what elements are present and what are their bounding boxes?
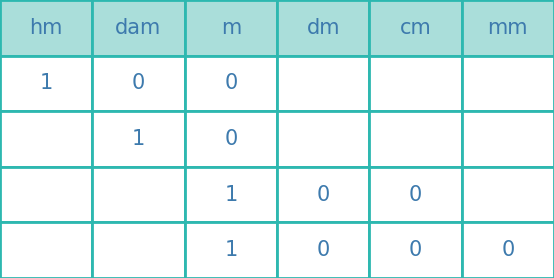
Bar [370,167,461,222]
Bar [461,111,554,167]
Bar [184,167,277,222]
Text: 1: 1 [132,129,145,149]
Text: 0: 0 [501,240,515,260]
Text: mm: mm [488,18,528,38]
Text: cm: cm [399,18,432,38]
Bar [277,111,370,167]
Text: hm: hm [29,18,63,38]
Bar [184,56,277,111]
Text: 0: 0 [224,129,238,149]
Bar [93,56,184,111]
Bar [370,0,461,56]
Text: dam: dam [115,18,162,38]
Bar [277,167,370,222]
Text: m: m [220,18,241,38]
Bar [277,56,370,111]
Bar [184,222,277,278]
Bar [93,111,184,167]
Text: 0: 0 [316,240,330,260]
Bar [93,167,184,222]
Bar [184,111,277,167]
Bar [370,56,461,111]
Bar [93,0,184,56]
Text: 0: 0 [409,185,422,205]
Text: 0: 0 [132,73,145,93]
Text: 0: 0 [409,240,422,260]
Bar [184,0,277,56]
Bar [461,56,554,111]
Bar [461,222,554,278]
Bar [461,0,554,56]
Text: 1: 1 [224,240,238,260]
Text: 0: 0 [224,73,238,93]
Bar [0,167,93,222]
Bar [461,167,554,222]
Text: 0: 0 [316,185,330,205]
Text: 1: 1 [224,185,238,205]
Text: dm: dm [306,18,340,38]
Bar [370,111,461,167]
Bar [0,0,93,56]
Bar [0,56,93,111]
Bar [277,222,370,278]
Bar [93,222,184,278]
Bar [277,0,370,56]
Bar [370,222,461,278]
Bar [0,111,93,167]
Bar [0,222,93,278]
Text: 1: 1 [39,73,53,93]
